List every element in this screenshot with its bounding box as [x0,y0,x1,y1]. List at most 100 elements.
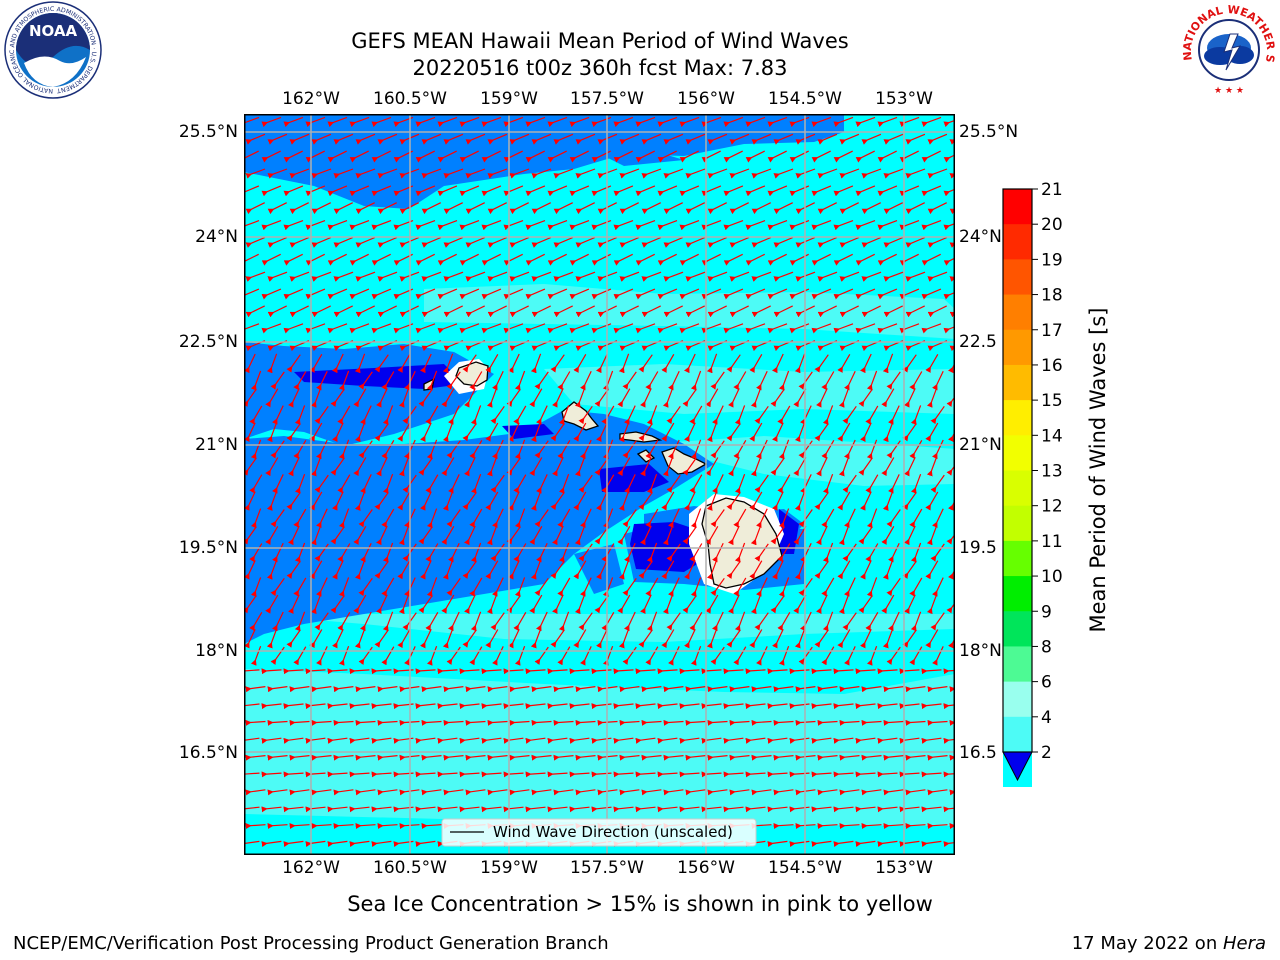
wind-wave-arrow [530,353,542,374]
wind-wave-arrow [250,577,262,597]
wind-wave-arrow [679,150,699,163]
wind-wave-arrow [602,370,614,391]
wind-wave-arrow [943,292,954,300]
wind-wave-arrow [811,323,832,334]
wind-wave-arrow [327,150,347,163]
wind-wave-arrow [245,168,266,179]
wind-wave-arrow [265,457,279,477]
wind-wave-arrow [682,388,697,407]
wind-wave-arrow [311,133,332,145]
wind-wave-arrow [881,594,895,614]
lon-tick-bottom: 160.5°W [373,858,447,878]
wind-wave-arrow [745,116,766,128]
wind-wave-arrow [682,595,697,614]
wind-wave-arrow [490,474,505,493]
colorbar-tick-label: 19 [1041,250,1063,270]
wind-wave-arrow [795,271,816,282]
wind-wave-arrow [272,405,284,425]
wind-wave-arrow [883,133,904,145]
wind-wave-arrow [905,271,926,282]
wind-wave-arrow [333,202,353,215]
wind-wave-arrow [333,168,354,179]
wind-wave-arrow [376,456,388,477]
wind-wave-arrow [286,354,301,373]
wind-wave-arrow [657,288,678,300]
wind-wave-arrow [728,456,740,477]
wind-wave-arrow [338,508,350,529]
wind-wave-arrow [745,220,766,231]
colorbar-tick-label: 10 [1041,567,1063,587]
wind-wave-arrow [293,577,307,597]
wind-wave-arrow [638,423,653,442]
wind-wave-arrow [371,220,392,231]
wind-wave-arrow [640,388,652,408]
wind-wave-arrow [381,371,395,391]
wind-wave-arrow [886,509,901,528]
wind-wave-arrow [272,474,284,494]
wind-wave-arrow [349,150,369,163]
wind-wave-arrow [553,271,574,282]
wind-wave-arrow [726,491,741,511]
wind-wave-arrow [503,253,523,266]
wind-wave-arrow [756,370,768,391]
wind-wave-arrow [617,594,631,614]
wind-wave-arrow [767,288,788,300]
wind-wave-arrow [844,370,856,391]
wind-wave-arrow [932,370,944,391]
wind-wave-arrow [641,236,662,248]
wind-wave-arrow [624,474,636,494]
lon-tick-bottom: 162°W [282,858,340,878]
wind-wave-arrow [245,253,259,266]
wind-wave-arrow [525,220,546,231]
wind-wave-arrow [663,305,683,318]
wind-wave-arrow [921,288,942,300]
wind-wave-arrow [789,253,809,266]
wind-wave-arrow [470,473,482,494]
wind-wave-arrow [726,423,741,442]
wind-wave-arrow [927,168,948,179]
wind-wave-arrow [415,150,435,163]
wind-wave-arrow [288,456,300,477]
wind-wave-arrow [355,168,376,179]
wind-wave-arrow [833,288,854,300]
wind-wave-arrow [305,185,326,197]
wind-wave-arrow [289,236,310,248]
wind-wave-arrow [371,323,392,334]
wind-wave-arrow [861,305,881,318]
wind-wave-arrow [249,474,263,494]
wind-wave-arrow [902,354,917,373]
wind-wave-arrow [668,439,680,460]
wind-wave-arrow [316,508,328,529]
wind-wave-arrow [682,457,697,476]
wind-wave-arrow [316,370,328,391]
wind-wave-arrow [310,456,322,477]
colorbar-tick-label: 17 [1041,321,1063,341]
wind-wave-arrow [865,474,879,494]
wind-wave-arrow [663,133,684,145]
wind-wave-arrow [902,423,917,442]
wind-wave-arrow [557,508,571,528]
wind-wave-arrow [729,202,749,215]
wind-wave-arrow [441,457,455,477]
wind-wave-arrow [575,202,595,215]
wind-wave-arrow [728,388,740,408]
wind-wave-arrow [332,353,344,374]
wind-wave-arrow [349,323,370,334]
wind-wave-arrow [358,371,373,390]
wind-wave-arrow [575,236,596,248]
wind-wave-arrow [881,526,895,545]
wind-wave-arrow [552,456,564,477]
wind-wave-arrow [668,577,680,597]
wind-wave-arrow [883,202,903,215]
wind-wave-arrow [745,253,765,266]
wind-wave-arrow [641,168,662,179]
wind-wave-arrow [469,440,483,459]
wind-wave-arrow [749,422,763,442]
wind-wave-arrow [465,236,486,248]
wind-wave-arrow [701,220,722,231]
wind-wave-arrow [865,543,879,563]
wind-wave-arrow [573,491,587,511]
wind-wave-arrow [943,188,954,197]
wind-wave-arrow [619,202,639,215]
wind-wave-arrow [245,323,260,334]
